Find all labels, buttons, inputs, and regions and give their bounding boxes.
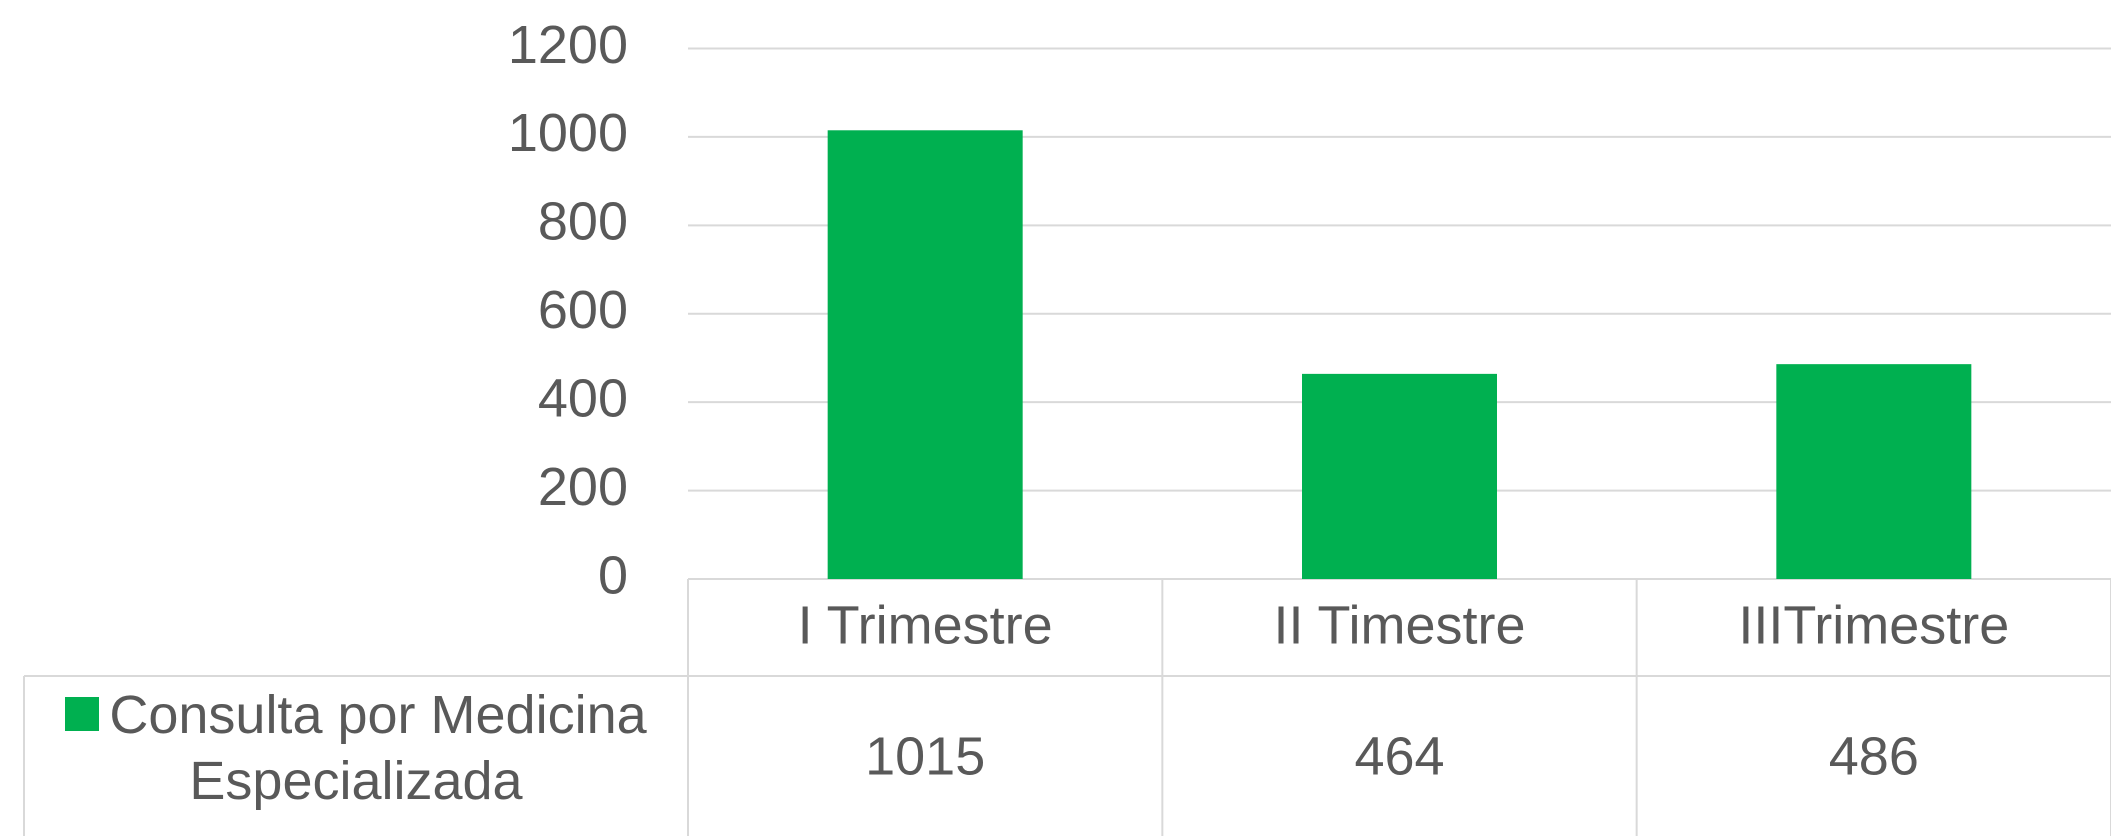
table-value: 464 [1354, 726, 1444, 786]
y-tick-label: 1000 [508, 103, 628, 163]
x-tick-label: IIITrimestre [1738, 595, 2009, 655]
legend-label: Consulta por Medicina Especializada [109, 685, 647, 811]
y-tick-label: 800 [538, 192, 628, 252]
y-tick-label: 200 [538, 457, 628, 517]
y-tick-label: 600 [538, 280, 628, 340]
y-tick-label: 0 [598, 545, 628, 605]
legend: Consulta por Medicina Especializada [28, 682, 684, 814]
bar [1302, 373, 1497, 579]
x-tick-label: I Trimestre [798, 595, 1053, 655]
table-value: 1015 [865, 726, 985, 786]
y-tick-label: 1200 [508, 15, 628, 75]
x-tick-label: II Timestre [1273, 595, 1525, 655]
bar [827, 130, 1023, 580]
y-tick-label: 400 [538, 368, 628, 428]
table-value: 486 [1829, 726, 1919, 786]
bar [1776, 364, 1972, 579]
legend-swatch [65, 697, 100, 731]
